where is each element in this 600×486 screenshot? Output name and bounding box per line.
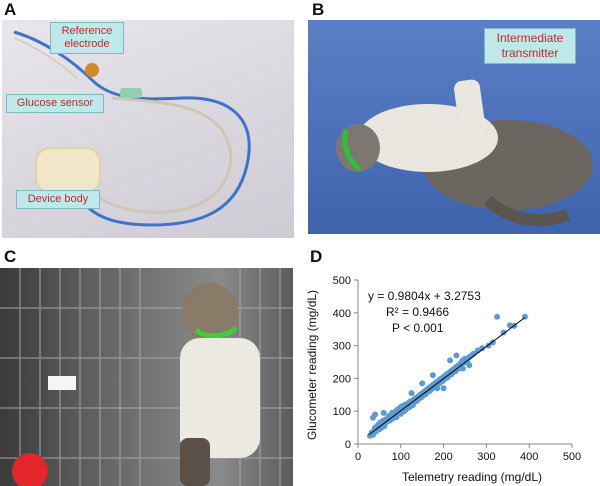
x-tick-label: 500 xyxy=(563,451,581,463)
r-squared-label: R² = 0.9466 xyxy=(386,305,449,319)
y-tick-label: 200 xyxy=(333,373,351,385)
trendline xyxy=(368,317,526,436)
data-point xyxy=(434,385,441,392)
panel-letter-c: C xyxy=(4,247,17,266)
panel-letter-a: A xyxy=(4,0,17,19)
panel-letter-d: D xyxy=(310,247,323,266)
data-point xyxy=(479,345,486,352)
x-tick-label: 300 xyxy=(477,451,495,463)
y-tick-label: 500 xyxy=(333,275,351,287)
monkey-cage-photo xyxy=(0,268,293,486)
scatter-chart-svg: 0 100 200 300 400 500 0 100 200 300 400 500 y = 0.9… xyxy=(305,275,581,484)
y-tick-label: 300 xyxy=(333,341,351,353)
data-point xyxy=(500,329,507,336)
x-axis-label: Telemetry reading (mg/dL) xyxy=(402,470,542,484)
x-tick-label: 0 xyxy=(355,451,361,463)
data-point xyxy=(380,409,387,416)
data-point xyxy=(429,372,436,379)
monkey-b-illustration xyxy=(336,79,593,226)
data-points-group xyxy=(366,313,528,439)
reference-electrode-shape xyxy=(85,63,99,77)
intermediate-transmitter-label: Intermediate transmitter xyxy=(484,28,576,64)
y-tick-label: 400 xyxy=(333,308,351,320)
y-axis-label: Glucometer reading (mg/dL) xyxy=(305,290,319,440)
glucose-sensor-label: Glucose sensor xyxy=(6,94,104,113)
reference-electrode-label: Reference electrode xyxy=(50,22,124,54)
data-point xyxy=(447,357,454,364)
x-tick-label: 200 xyxy=(434,451,452,463)
device-illustration xyxy=(13,30,251,227)
panel-letter-b: B xyxy=(312,0,325,19)
monkey-c-illustration xyxy=(0,268,293,486)
data-point xyxy=(459,365,466,372)
monkey-jacket-photo: Intermediate transmitter xyxy=(308,20,600,234)
data-point xyxy=(494,313,501,320)
data-point xyxy=(408,390,415,397)
x-tick-label: 100 xyxy=(392,451,410,463)
device-photo: Reference electrode Glucose sensor Devic… xyxy=(2,20,294,238)
regression-equation: y = 0.9804x + 3.2753 xyxy=(368,289,481,303)
y-tick-label: 100 xyxy=(333,406,351,418)
scatter-chart: 0 100 200 300 400 500 0 100 200 300 400 500 y = 0.9… xyxy=(300,260,600,486)
p-value-label: P < 0.001 xyxy=(392,321,444,335)
device-body-label: Device body xyxy=(16,190,100,209)
y-tick-label: 0 xyxy=(345,439,351,451)
x-tick-label: 400 xyxy=(520,451,538,463)
data-point xyxy=(466,362,473,369)
data-point xyxy=(440,385,447,392)
data-point xyxy=(369,414,376,421)
data-point xyxy=(419,380,426,387)
data-point xyxy=(453,352,460,359)
device-body-shape xyxy=(35,147,101,193)
